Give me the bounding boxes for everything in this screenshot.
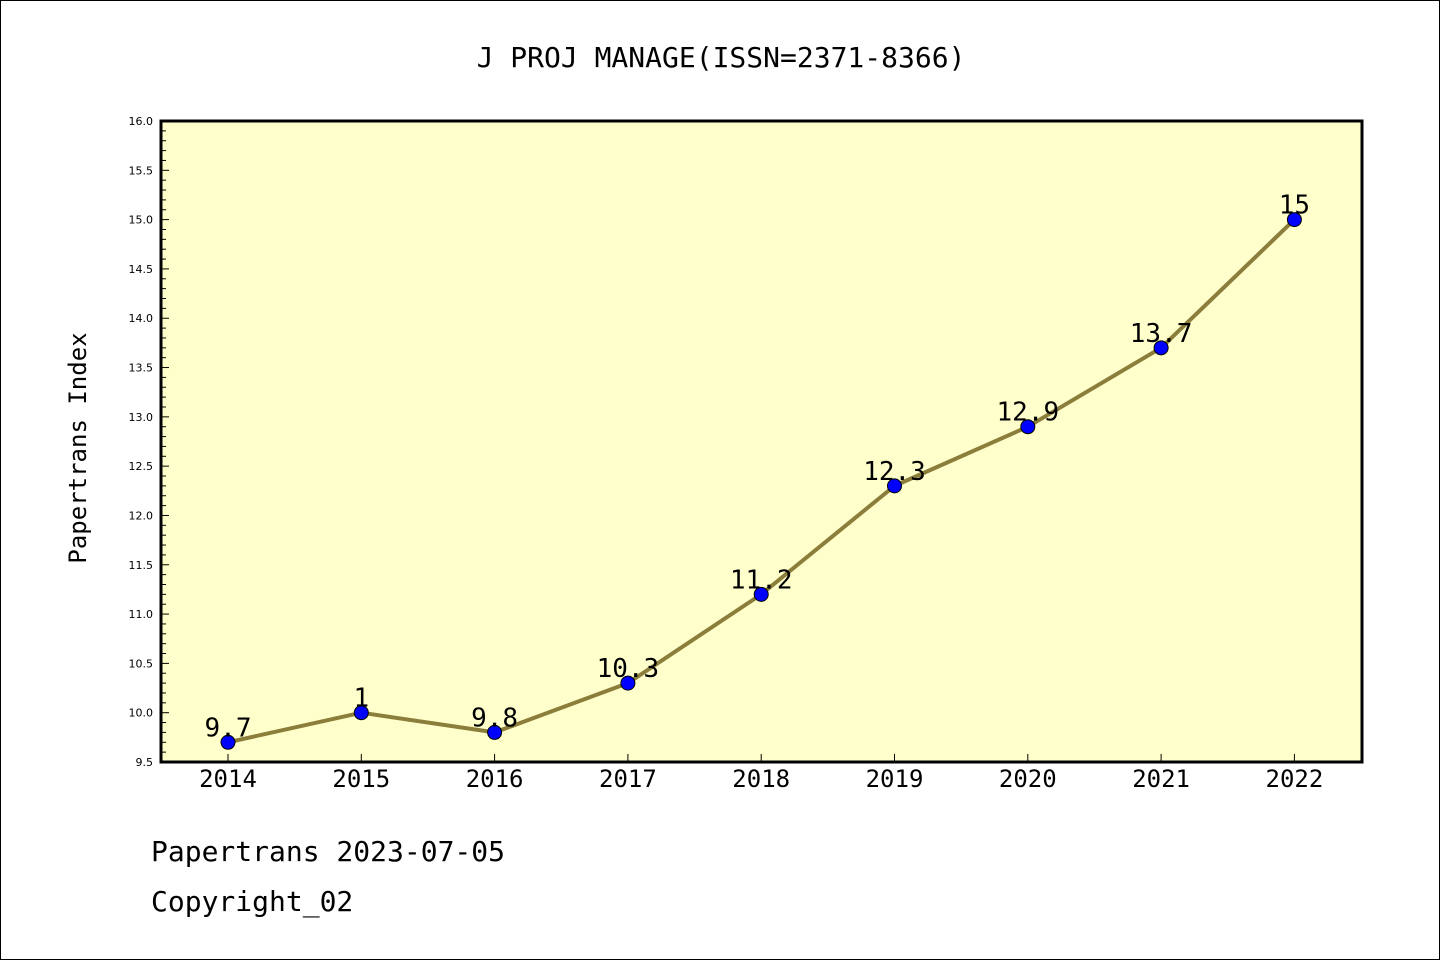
y-tick-label: 14.0	[129, 312, 154, 325]
data-label: 13.7	[1130, 319, 1193, 349]
y-tick-label: 16.0	[129, 115, 154, 128]
footer-copyright: Copyright_02	[151, 885, 354, 918]
chart-title: J PROJ MANAGE(ISSN=2371-8366)	[477, 41, 966, 74]
data-label: 12.9	[996, 398, 1059, 428]
data-label: 11.2	[730, 565, 793, 595]
y-tick-label: 13.5	[129, 362, 154, 375]
y-tick-label: 11.0	[129, 608, 154, 621]
x-axis-ticks: 2014 2015 2016 2017 2018 2019 2020 2021 2022	[199, 754, 1323, 793]
x-tick-label: 2018	[732, 765, 790, 793]
y-tick-label: 10.0	[129, 707, 154, 720]
y-tick-label: 12.0	[129, 509, 154, 522]
x-tick-label: 2022	[1266, 765, 1324, 793]
data-point	[620, 675, 636, 691]
data-point	[1020, 419, 1036, 435]
data-label: 1	[353, 684, 369, 714]
data-label: 10.3	[597, 654, 660, 684]
y-tick-label: 15.5	[129, 164, 154, 177]
y-tick-label: 12.5	[129, 460, 154, 473]
y-tick-label: 11.5	[129, 559, 154, 572]
y-tick-label: 10.5	[129, 657, 154, 670]
y-tick-label: 13.0	[129, 411, 154, 424]
data-point	[753, 586, 769, 602]
data-label: 12.3	[863, 457, 926, 487]
data-label: 15	[1279, 191, 1310, 221]
data-point	[220, 734, 236, 750]
data-point	[887, 478, 902, 494]
data-point	[1286, 212, 1302, 228]
x-tick-label: 2016	[466, 765, 524, 793]
data-label: 9.8	[471, 703, 518, 733]
data-point	[487, 724, 503, 740]
x-tick-label: 2021	[1132, 765, 1190, 793]
y-tick-label: 14.5	[129, 263, 154, 276]
y-tick-label: 9.5	[136, 756, 154, 769]
data-label: 9.7	[205, 713, 252, 743]
x-tick-label: 2019	[866, 765, 924, 793]
y-axis-label: Papertrans Index	[64, 332, 92, 563]
x-tick-label: 2017	[599, 765, 657, 793]
data-point	[1153, 340, 1169, 356]
x-tick-label: 2014	[199, 765, 257, 793]
data-series: 9.7 1 9.8 10.3 11.2 12.3 12.9 13.7 15	[205, 191, 1310, 750]
y-axis-ticks: 9.5 10.0 10.5 11.0 11.5 12.0 12.5 13.0 13.5 14.0 1…	[129, 115, 169, 769]
plot-area	[159, 119, 1364, 764]
x-tick-label: 2020	[999, 765, 1057, 793]
footer-date: Papertrans 2023-07-05	[151, 835, 506, 868]
y-tick-label: 15.0	[129, 214, 154, 227]
data-point	[353, 705, 369, 721]
x-tick-label: 2015	[332, 765, 390, 793]
